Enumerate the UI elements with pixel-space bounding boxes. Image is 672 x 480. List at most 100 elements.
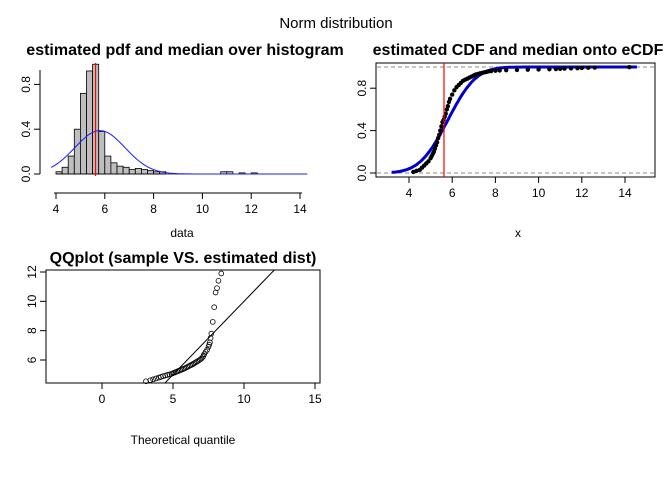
- histogram-panel: estimated pdf and median over histogram …: [19, 42, 344, 240]
- cdf-y-tick-label: 0.8: [355, 80, 369, 97]
- qqplot-point: [190, 361, 196, 367]
- ecdf-point: [437, 132, 442, 138]
- qqplot-x-label: Theoretical quantile: [131, 433, 236, 447]
- cdf-y-ticks: 0.0 0.4 0.8: [355, 80, 376, 181]
- histogram-bars: [55, 63, 308, 175]
- ecdf-point: [592, 65, 597, 70]
- histogram-bar: [134, 167, 142, 175]
- cdf-x-tick-label: 6: [449, 186, 456, 200]
- ecdf-point: [434, 140, 440, 145]
- qqplot-point: [208, 330, 215, 337]
- qqplot-point: [194, 358, 200, 365]
- ecdf-point: [439, 124, 444, 129]
- ecdf-point: [493, 68, 498, 73]
- ecdf-point: [514, 67, 520, 73]
- qqplot-y-tick-label: 12: [25, 265, 39, 279]
- ecdf-point: [452, 88, 457, 93]
- histogram-bar: [128, 169, 136, 175]
- qqplot-plot-box: [45, 269, 321, 384]
- histogram-bar: [104, 155, 112, 175]
- qqplot-x-ticks: 0 5 10 15: [99, 383, 322, 406]
- ecdf-point: [627, 65, 632, 70]
- histogram-title: estimated pdf and median over histogram: [26, 42, 343, 59]
- qqplot-point: [211, 304, 217, 311]
- qqplot-title: QQplot (sample VS. estimated dist): [50, 250, 317, 267]
- histogram-x-tick-label: 14: [293, 202, 307, 216]
- ecdf-point: [447, 96, 453, 102]
- ecdf-point: [579, 65, 584, 71]
- histogram-x-tick-label: 8: [150, 202, 157, 216]
- figure-suptitle: Norm distribution: [279, 15, 392, 32]
- qqplot-point: [204, 346, 210, 353]
- qqplot-points: [143, 270, 225, 385]
- ecdf-point: [562, 66, 567, 71]
- qqplot-point: [214, 285, 220, 291]
- ecdf-point: [575, 65, 580, 71]
- ecdf-point: [488, 68, 494, 74]
- qqplot-x-tick-label: 15: [308, 392, 322, 406]
- histogram-bar: [61, 166, 69, 175]
- qqplot-point: [192, 359, 199, 366]
- histogram-x-label: data: [170, 226, 194, 240]
- ecdf-point: [443, 111, 448, 116]
- histogram-bar: [116, 165, 124, 175]
- qqplot-point: [150, 376, 156, 383]
- histogram-bar: [86, 70, 93, 175]
- histogram-bar: [67, 155, 75, 175]
- cdf-y-tick-label: 0.4: [355, 122, 369, 139]
- cdf-x-tick-label: 8: [492, 186, 499, 200]
- ecdf-point: [497, 68, 502, 73]
- histogram-y-ticks: 0.0 0.4 0.8: [19, 76, 40, 182]
- qqplot-y-tick-label: 8: [25, 327, 39, 334]
- qqplot-y-tick-label: 10: [25, 294, 39, 308]
- qqplot-y-ticks: 6 8 10 12: [25, 265, 46, 363]
- histogram-bar: [110, 162, 118, 175]
- qqplot-point: [215, 277, 222, 284]
- cdf-x-tick-label: 10: [532, 186, 546, 200]
- ecdf-point: [504, 67, 509, 73]
- histogram-y-tick-label: 0.8: [19, 76, 33, 93]
- ecdf-point: [438, 128, 443, 133]
- ecdf-point: [525, 67, 530, 72]
- qqplot-x-tick-label: 10: [237, 392, 251, 406]
- histogram-bar: [122, 166, 130, 175]
- ecdf-point: [536, 67, 541, 72]
- qqplot-reference-line: [164, 270, 276, 383]
- qqplot-x-tick-label: 0: [99, 392, 106, 406]
- ecdf-point: [445, 104, 451, 109]
- cdf-reference-lines: [377, 66, 654, 174]
- cdf-curve: [391, 65, 637, 174]
- cdf-x-label: x: [515, 226, 521, 240]
- histogram-x-tick-label: 10: [196, 202, 210, 216]
- cdf-y-tick-label: 0.0: [355, 164, 369, 181]
- ecdf-point: [558, 66, 563, 72]
- qqplot-point: [209, 319, 216, 325]
- qqplot-y-tick-label: 6: [25, 356, 39, 363]
- histogram-y-tick-label: 0.0: [19, 165, 33, 182]
- qqplot-x-tick-label: 5: [170, 392, 177, 406]
- cdf-title: estimated CDF and median onto eCDF: [373, 42, 664, 59]
- cdf-x-tick-label: 14: [618, 186, 632, 200]
- histogram-bar: [147, 170, 154, 175]
- qqplot-point: [147, 377, 154, 384]
- histogram-pdf-curve: [50, 130, 307, 175]
- qqplot-panel: QQplot (sample VS. estimated dist) 0 5 10 1…: [25, 250, 322, 447]
- cdf-x-ticks: 4 6 8 10 12 14: [406, 177, 632, 200]
- ecdf-point: [450, 92, 455, 97]
- histogram-x-tick-label: 12: [245, 202, 259, 216]
- cdf-panel: estimated CDF and median onto eCDF 4 6 8 10…: [355, 42, 664, 240]
- cdf-plot-box: [375, 62, 656, 178]
- histogram-bar: [80, 92, 87, 175]
- qqplot-point: [218, 270, 225, 277]
- histogram-bar: [98, 131, 106, 175]
- ecdf-point: [547, 67, 552, 72]
- histogram-x-tick-label: 6: [101, 202, 108, 216]
- histogram-y-tick-label: 0.4: [19, 121, 33, 138]
- ecdf-point: [568, 66, 574, 71]
- histogram-bar: [73, 128, 81, 175]
- histogram-bar: [140, 169, 148, 175]
- cdf-x-tick-label: 4: [406, 186, 413, 200]
- histogram-x-tick-label: 4: [53, 202, 60, 216]
- qqplot-point: [191, 360, 198, 367]
